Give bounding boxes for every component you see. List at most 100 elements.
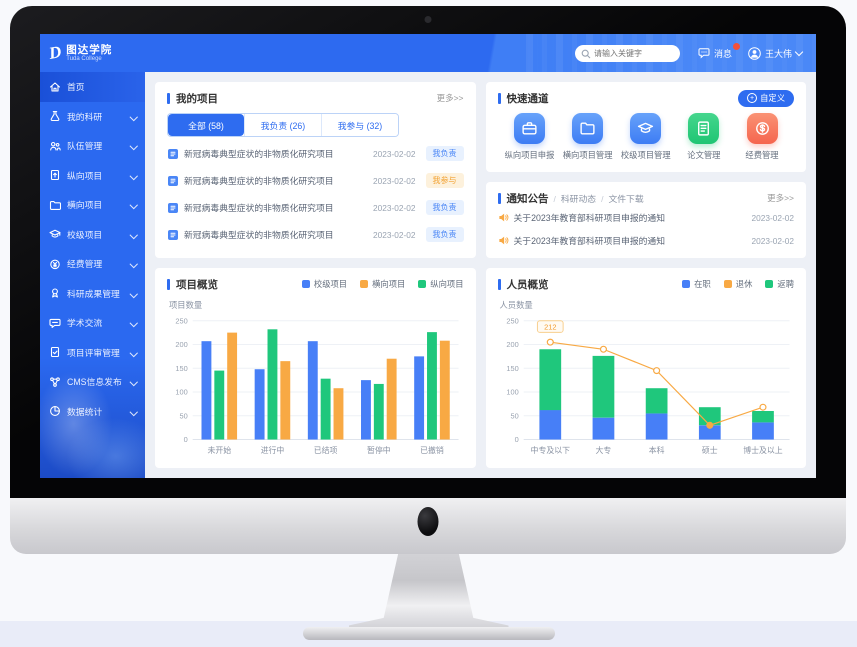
sidebar-item[interactable]: CMS信息发布 xyxy=(40,367,145,397)
quick-access-item[interactable]: 纵向项目申报 xyxy=(502,113,558,161)
chevron-down-icon xyxy=(129,318,138,327)
messages-label: 消息 xyxy=(713,48,732,59)
project-role-tag: 我负责 xyxy=(425,200,464,215)
svg-text:0: 0 xyxy=(514,435,518,444)
sidebar-item[interactable]: 纵向项目 xyxy=(40,161,145,191)
sidebar-item[interactable]: 首页 xyxy=(40,72,145,102)
quick-access-label: 校级项目管理 xyxy=(620,150,671,160)
svg-text:未开始: 未开始 xyxy=(207,445,231,455)
quick-access-item[interactable]: 校级项目管理 xyxy=(618,113,674,161)
project-role-tag: 我负责 xyxy=(425,227,464,242)
sidebar-item[interactable]: 队伍管理 xyxy=(40,131,145,161)
notice-item[interactable]: 关于2023年教育部科研项目申报的通知 2023-02-02 xyxy=(498,229,794,252)
monitor-bezel: D 图达学院 Tuda College 消息 xyxy=(10,6,846,498)
customize-button[interactable]: + 自定义 xyxy=(738,89,794,107)
project-list-item[interactable]: 新冠病毒典型症状的非物质化研究项目 2023-02-02 我负责 xyxy=(167,194,464,221)
plus-icon: + xyxy=(747,93,758,103)
tab-file-download[interactable]: 文件下载 xyxy=(608,193,644,204)
legend-item: 返聘 xyxy=(765,278,794,290)
monitor-chin xyxy=(10,498,846,554)
legend-swatch xyxy=(765,280,774,288)
quick-access-item[interactable]: 论文管理 xyxy=(676,113,732,161)
quick-access-tiles: 纵向项目申报 横向项目管理 校级项目管理 论文管理 经费管理 xyxy=(498,106,795,161)
project-title: 新冠病毒典型症状的非物质化研究项目 xyxy=(184,230,334,240)
speaker-icon xyxy=(498,212,509,223)
sidebar-item-label: 校级项目 xyxy=(67,229,103,240)
sidebar-item-label: 数据统计 xyxy=(67,406,103,417)
notices-more-link[interactable]: 更多>> xyxy=(767,193,794,203)
sidebar-item[interactable]: 项目评审管理 xyxy=(40,338,145,368)
project-list-item[interactable]: 新冠病毒典型症状的非物质化研究项目 2023-02-02 我负责 xyxy=(167,140,464,167)
messages-button[interactable]: 消息 xyxy=(698,42,740,60)
unread-badge xyxy=(732,42,740,50)
briefcase-icon xyxy=(514,113,545,144)
search-box xyxy=(574,44,680,62)
project-list-item[interactable]: 新冠病毒典型症状的非物质化研究项目 2023-02-02 我负责 xyxy=(167,221,464,248)
sidebar-item-label: 纵向项目 xyxy=(67,170,103,181)
tab-research-news[interactable]: 科研动态 xyxy=(560,193,597,204)
project-doc-icon xyxy=(167,229,179,241)
project-list: 新冠病毒典型症状的非物质化研究项目 2023-02-02 我负责 新冠病毒典型症… xyxy=(167,140,464,248)
chevron-down-icon xyxy=(129,200,138,209)
sidebar-item[interactable]: 科研成果管理 xyxy=(40,279,145,309)
sidebar-item[interactable]: 学术交流 xyxy=(40,308,145,338)
legend-item: 在职 xyxy=(682,278,711,290)
tab-notices[interactable]: 通知公告 xyxy=(506,192,549,205)
legend-swatch xyxy=(418,280,427,288)
svg-text:本科: 本科 xyxy=(648,445,664,455)
legend-swatch xyxy=(360,280,369,288)
sidebar-item[interactable]: 我的科研 xyxy=(40,102,145,132)
sidebar-item[interactable]: 横向项目 xyxy=(40,190,145,220)
project-role-tag: 我负责 xyxy=(425,146,464,161)
project-title: 新冠病毒典型症状的非物质化研究项目 xyxy=(184,176,334,186)
sidebar-item-label: 我的科研 xyxy=(67,111,103,122)
svg-text:博士及以上: 博士及以上 xyxy=(743,445,783,455)
vertical-project-icon xyxy=(49,169,61,181)
project-tabs: 全部 (58) 我负责 (26) 我参与 (32) xyxy=(167,113,399,137)
quick-access-item[interactable]: 经费管理 xyxy=(734,113,790,161)
folder-icon xyxy=(572,113,604,144)
project-filter-tab[interactable]: 全部 (58) xyxy=(168,114,244,136)
user-name: 王大伟 xyxy=(764,48,792,59)
project-filter-tab[interactable]: 我负责 (26) xyxy=(244,114,321,136)
sidebar-item-label: CMS信息发布 xyxy=(67,377,122,388)
flask-icon xyxy=(49,110,61,122)
sidebar-item[interactable]: 数据统计 xyxy=(40,397,145,427)
app-subtitle: Tuda College xyxy=(66,55,102,62)
legend-swatch xyxy=(301,280,310,288)
chevron-down-icon xyxy=(129,141,138,150)
user-menu[interactable]: 王大伟 xyxy=(748,46,804,60)
sidebar-item-label: 科研成果管理 xyxy=(67,288,120,299)
avatar-icon xyxy=(748,46,761,60)
my-projects-more-link[interactable]: 更多>> xyxy=(436,93,464,103)
right-column: 快速通道 + 自定义 纵向项目申报 横向项目管理 校级项目管理 论文管理 xyxy=(485,82,806,258)
project-date: 2023-02-02 xyxy=(373,202,416,213)
quick-access-label: 经费管理 xyxy=(745,150,779,160)
project-list-item[interactable]: 新冠病毒典型症状的非物质化研究项目 2023-02-02 我参与 xyxy=(167,167,464,194)
legend-item: 退休 xyxy=(723,278,752,290)
svg-text:250: 250 xyxy=(506,316,518,325)
svg-text:150: 150 xyxy=(506,364,518,373)
personnel-chart-ylabel: 人员数量 xyxy=(499,300,533,310)
svg-text:212: 212 xyxy=(544,323,556,332)
notice-item[interactable]: 关于2023年教育部科研项目申报的通知 2023-02-02 xyxy=(498,206,794,229)
quick-access-item[interactable]: 横向项目管理 xyxy=(560,113,616,161)
sidebar-item-label: 经费管理 xyxy=(67,259,103,270)
brand-dot-icon xyxy=(417,507,439,536)
notices-panel: 通知公告 / 科研动态 / 文件下载 更多>> 关于2023年教育部科研项目申报… xyxy=(485,182,806,258)
svg-text:100: 100 xyxy=(506,388,518,397)
chevron-down-icon xyxy=(129,112,138,121)
svg-text:100: 100 xyxy=(175,388,187,397)
sidebar-item[interactable]: 经费管理 xyxy=(40,249,145,279)
tab-separator: / xyxy=(601,193,604,204)
search-icon xyxy=(581,49,591,61)
search-input[interactable] xyxy=(574,44,680,62)
svg-text:已结项: 已结项 xyxy=(314,445,338,455)
project-filter-tab[interactable]: 我参与 (32) xyxy=(321,114,398,136)
home-icon xyxy=(49,81,61,93)
my-projects-panel: 我的项目 更多>> 全部 (58) 我负责 (26) 我参与 (32) 新冠病毒典型… xyxy=(155,82,476,258)
svg-text:200: 200 xyxy=(506,340,518,349)
sidebar-item[interactable]: 校级项目 xyxy=(40,220,145,250)
svg-text:硕士: 硕士 xyxy=(701,445,717,455)
